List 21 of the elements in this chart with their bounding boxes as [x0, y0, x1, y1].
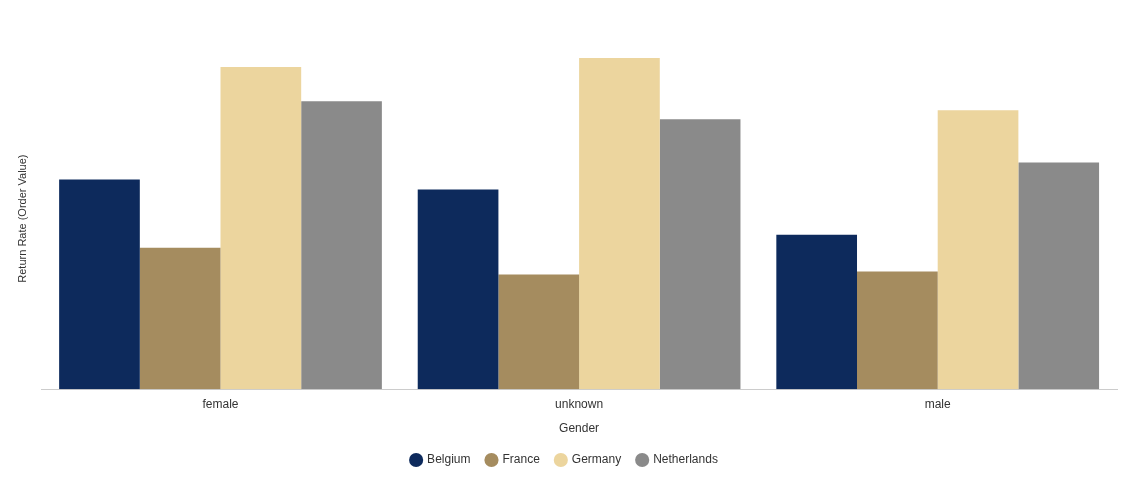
bar — [59, 179, 140, 390]
legend-label: Germany — [571, 452, 622, 467]
x-tick-label: male — [924, 396, 952, 411]
bar — [857, 271, 938, 390]
y-axis-title: Return Rate (Order Value) — [15, 154, 28, 283]
bar — [220, 66, 302, 390]
legend-label: Belgium — [427, 452, 471, 467]
legend-label: France — [502, 452, 541, 467]
x-tick-label: unknown — [555, 396, 604, 411]
bar — [659, 119, 741, 390]
bar — [579, 57, 660, 390]
x-axis-title: Gender — [559, 421, 600, 436]
bar — [417, 189, 499, 390]
legend-label: Netherlands — [653, 452, 718, 467]
bar — [937, 110, 1019, 390]
bar — [1018, 162, 1100, 390]
bar — [498, 274, 580, 390]
bar — [139, 247, 221, 390]
x-tick-label: female — [202, 396, 239, 411]
bar — [301, 101, 382, 390]
bar — [776, 234, 858, 390]
